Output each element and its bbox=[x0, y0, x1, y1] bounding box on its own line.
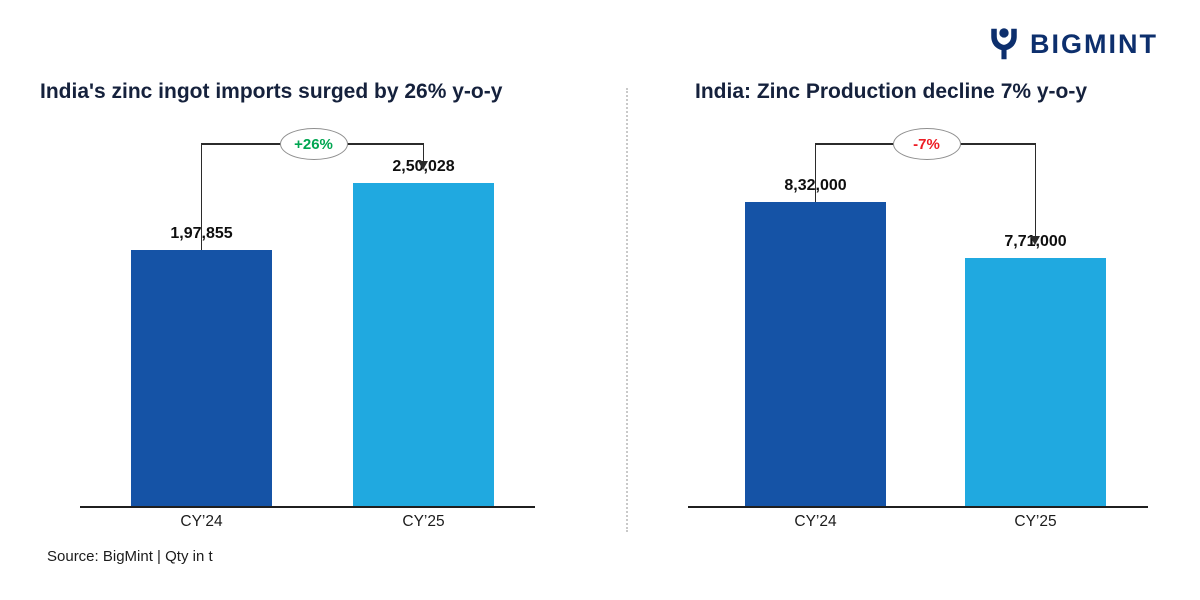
annotation-label: -7% bbox=[913, 135, 940, 153]
annotation-arrow-shaft bbox=[1034, 143, 1036, 236]
x-tick-label: CY’24 bbox=[180, 513, 223, 530]
bigmint-logo: BIGMINT bbox=[987, 24, 1158, 64]
x-axis bbox=[80, 506, 535, 508]
bigmint-wordmark: BIGMINT bbox=[1030, 28, 1158, 59]
x-tick-label: CY’25 bbox=[402, 513, 445, 530]
annotation-riser bbox=[814, 143, 816, 202]
annotation-arrowhead bbox=[1029, 236, 1040, 245]
bar-cy25 bbox=[353, 183, 494, 507]
divider-dotted bbox=[626, 88, 628, 532]
chart-zinc-production: India: Zinc Production decline 7% y-o-y … bbox=[655, 80, 1160, 565]
chart-zinc-imports: India's zinc ingot imports surged by 26%… bbox=[40, 80, 590, 565]
annotation-label: +26% bbox=[294, 135, 333, 153]
x-tick-label: CY’25 bbox=[1014, 513, 1057, 530]
chart-title: India's zinc ingot imports surged by 26%… bbox=[40, 80, 503, 103]
bar-cy24 bbox=[131, 250, 272, 507]
source-note: Source: BigMint | Qty in t bbox=[47, 548, 213, 565]
annotation-badge: -7% bbox=[892, 128, 961, 160]
annotation-arrow-shaft bbox=[422, 143, 424, 161]
annotation-arrowhead bbox=[417, 161, 428, 170]
bar-cy25 bbox=[965, 258, 1106, 507]
bigmint-figure-icon bbox=[991, 28, 1017, 60]
x-tick-label: CY’24 bbox=[794, 513, 837, 530]
bar-cy24 bbox=[745, 202, 886, 507]
annotation-riser bbox=[200, 143, 202, 250]
annotation-badge: +26% bbox=[279, 128, 348, 160]
chart-title: India: Zinc Production decline 7% y-o-y bbox=[695, 80, 1088, 103]
x-axis bbox=[688, 506, 1148, 508]
